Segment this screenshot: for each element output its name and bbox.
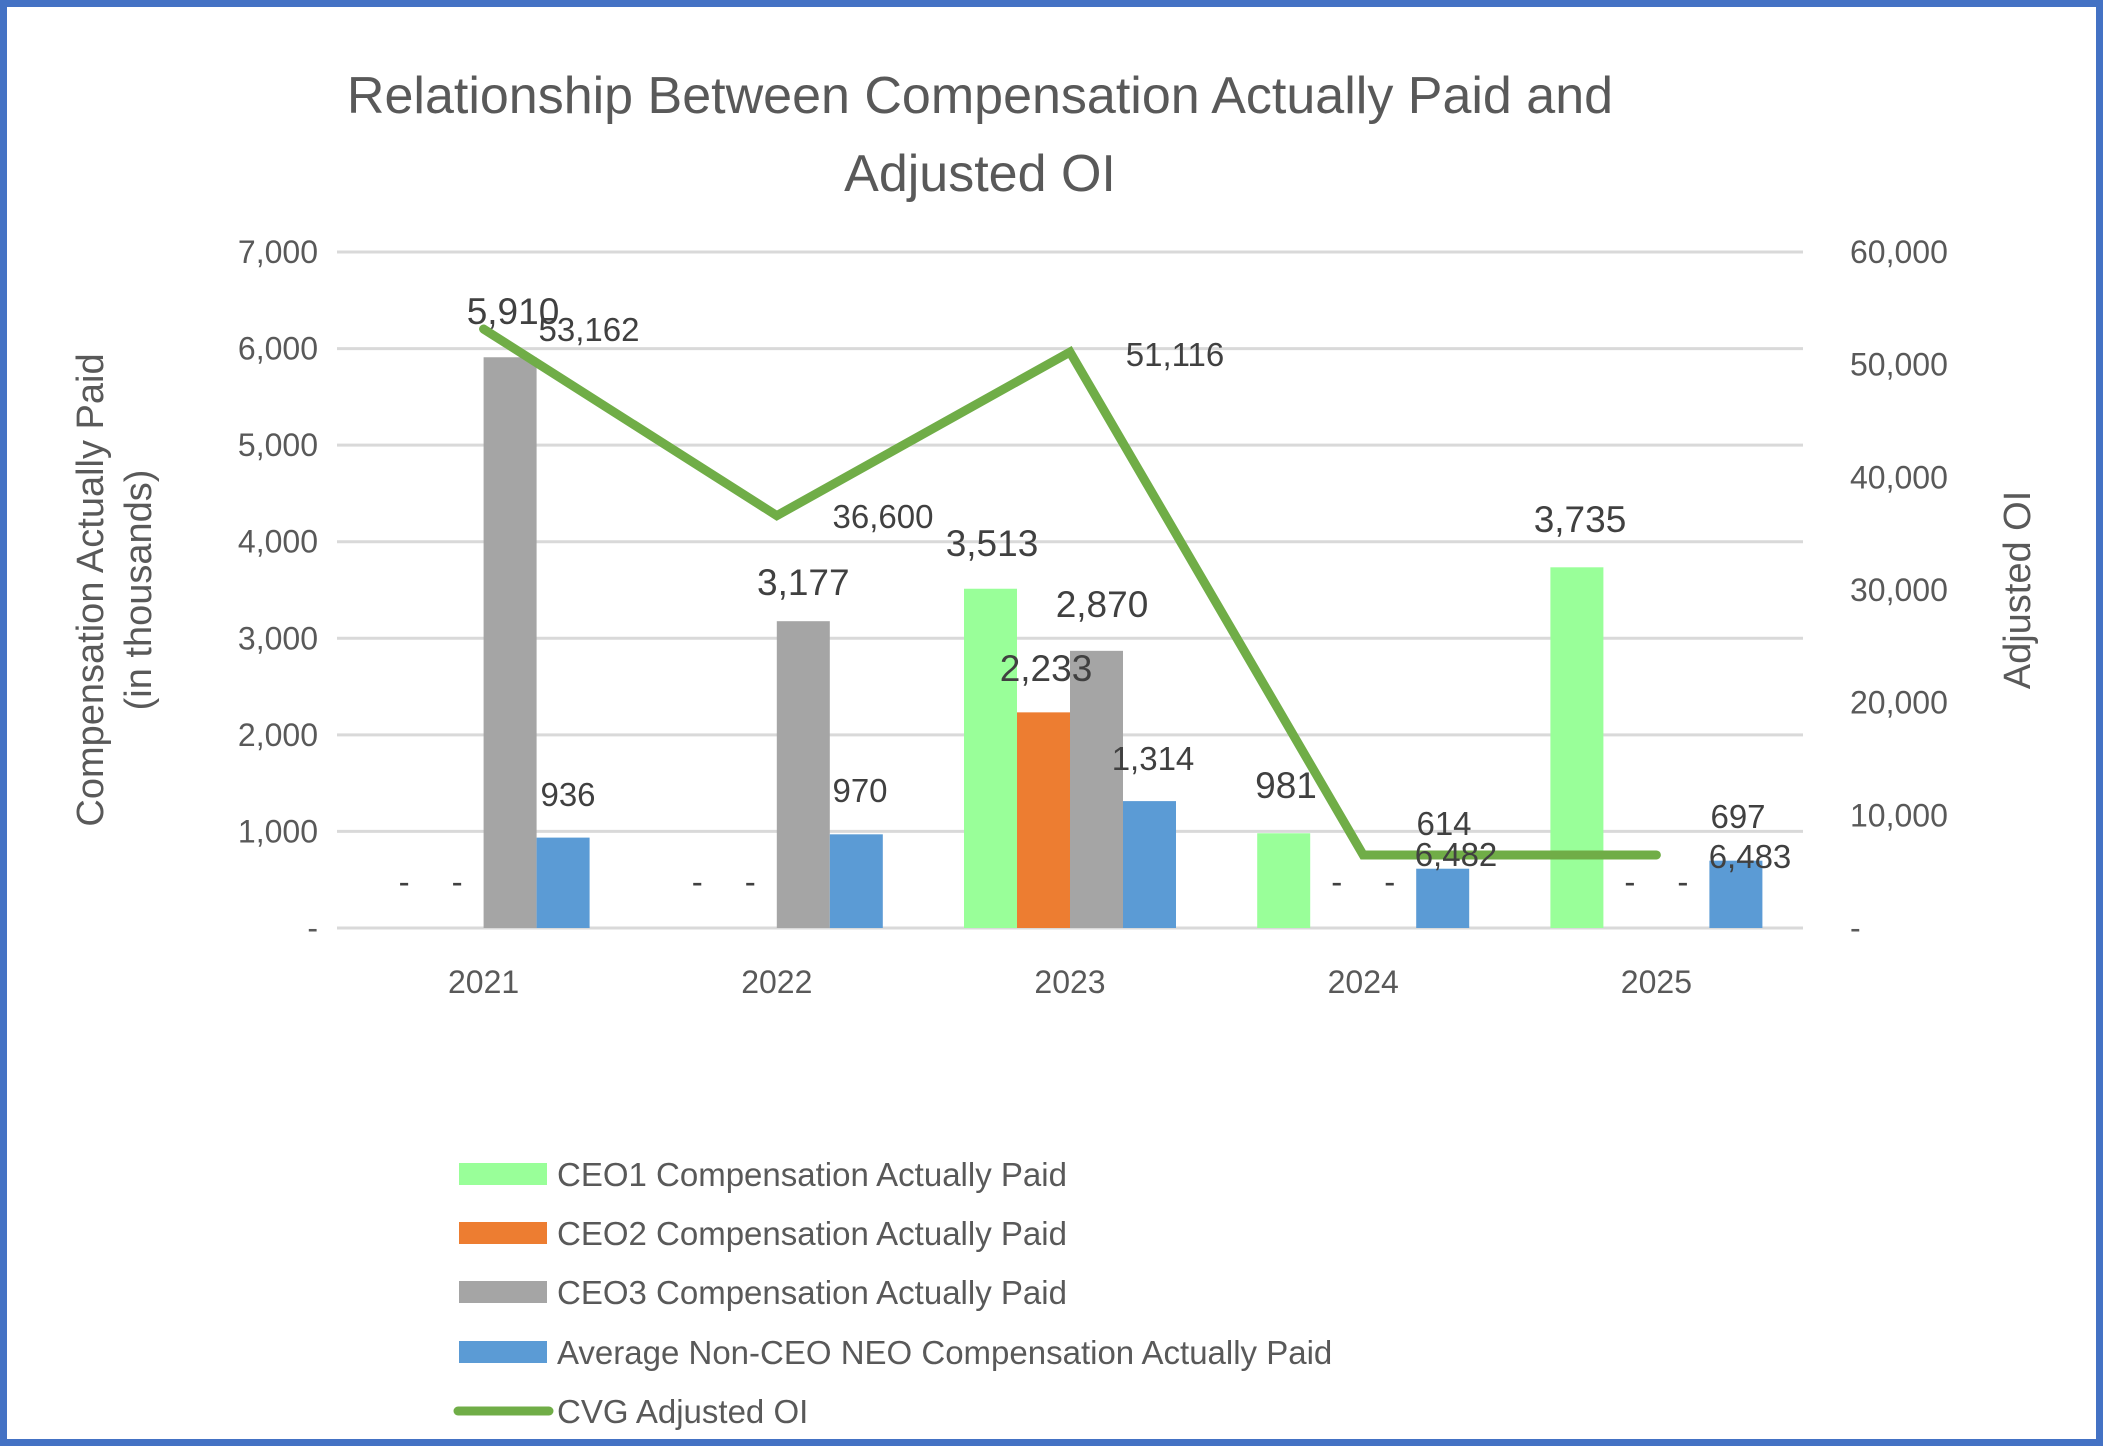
line-data-label: 36,600 — [833, 498, 934, 535]
bar-data-label: - — [1677, 863, 1688, 900]
x-axis-labels: 2021 2022 2023 2024 2025 — [448, 964, 1692, 1000]
bar-data-label: 1,314 — [1112, 740, 1195, 777]
legend-swatch — [459, 1163, 547, 1185]
right-axis-tick-label: 10,000 — [1850, 797, 1948, 833]
bar-2025-series-4 — [1709, 860, 1763, 928]
legend: CEO1 Compensation Actually Paid CEO2 Comp… — [453, 1156, 1332, 1430]
bar-data-label: - — [692, 863, 703, 900]
bar-2023-series-1 — [964, 588, 1017, 928]
right-axis-tick-label: 50,000 — [1850, 347, 1948, 383]
bar-2021-series-3 — [483, 357, 537, 929]
legend-label: CEO2 Compensation Actually Paid — [557, 1215, 1067, 1252]
left-axis-tick-label: 4,000 — [238, 524, 318, 560]
bar-data-label: 2,233 — [1000, 648, 1093, 689]
chart-title: Relationship Between Compensation Actual… — [347, 67, 1613, 203]
bar-data-label: - — [745, 863, 756, 900]
right-axis-tick-label: 60,000 — [1850, 234, 1948, 270]
bar-data-label: 970 — [832, 772, 887, 809]
left-axis-title: Compensation Actually Paid (in thousands… — [70, 353, 160, 826]
bar-2022-series-4 — [829, 834, 883, 928]
bar-data-label: 614 — [1416, 805, 1471, 842]
left-axis-title-line-2: (in thousands) — [118, 470, 160, 711]
right-axis-title: Adjusted OI — [1997, 491, 2039, 690]
left-axis-tick-label: 5,000 — [238, 427, 318, 463]
left-axis-tick-label: 2,000 — [238, 717, 318, 753]
bar-2025-series-1 — [1550, 567, 1604, 928]
bar-data-label: 697 — [1710, 798, 1765, 835]
bar-data-label: - — [1331, 863, 1342, 900]
legend-swatch — [459, 1341, 547, 1363]
bar-data-label: - — [452, 863, 463, 900]
legend-swatch — [459, 1281, 547, 1303]
legend-item[interactable]: CVG Adjusted OI — [453, 1393, 808, 1430]
legend-item[interactable]: Average Non-CEO NEO Compensation Actuall… — [459, 1334, 1332, 1371]
left-axis-tick-label: 6,000 — [238, 331, 318, 367]
left-axis-ticks: - 1,000 2,000 3,000 4,000 5,000 6,000 7,000 — [238, 234, 318, 946]
left-axis-tick-label: 3,000 — [238, 620, 318, 656]
left-axis-tick-label: 1,000 — [238, 813, 318, 849]
x-axis-label: 2024 — [1328, 964, 1399, 1000]
bar-2023-series-3 — [1070, 650, 1123, 928]
line-data-label: 6,482 — [1415, 836, 1498, 873]
bar-data-label: 936 — [540, 776, 595, 813]
bar-2024-series-4 — [1416, 868, 1470, 928]
line-data-label: 53,162 — [539, 311, 640, 348]
bar-data-label: 5,910 — [467, 291, 560, 332]
data-labels: - - 3,513 981 3,735 - - 2,233 - - 5,910 3,177 2,870 -… — [399, 291, 1792, 900]
legend-swatch — [459, 1222, 547, 1244]
left-axis-tick-label: 7,000 — [238, 234, 318, 270]
bar-2023-series-2 — [1017, 712, 1070, 928]
bar-2021-series-4 — [536, 837, 590, 928]
line-data-label: 6,483 — [1709, 838, 1792, 875]
x-axis-label: 2021 — [448, 964, 519, 1000]
chart-title-line-2: Adjusted OI — [844, 145, 1116, 203]
legend-item[interactable]: CEO2 Compensation Actually Paid — [459, 1215, 1067, 1252]
bar-data-label: 3,735 — [1534, 499, 1627, 540]
x-axis-label: 2022 — [741, 964, 812, 1000]
legend-item[interactable]: CEO1 Compensation Actually Paid — [459, 1156, 1067, 1193]
right-axis-title-text: Adjusted OI — [1997, 491, 2039, 690]
line-data-label: 51,116 — [1126, 336, 1224, 373]
bar-data-label: 981 — [1255, 765, 1317, 806]
bar-2023-series-4 — [1123, 801, 1176, 928]
chart-title-line-1: Relationship Between Compensation Actual… — [347, 67, 1613, 125]
bar-data-label: - — [1384, 863, 1395, 900]
left-axis-tick-label: - — [307, 910, 318, 946]
bar-series — [483, 357, 1763, 929]
x-axis-label: 2023 — [1034, 964, 1105, 1000]
bar-data-label: 3,177 — [757, 562, 850, 603]
bar-2024-series-1 — [1257, 833, 1311, 928]
right-axis-tick-label: 20,000 — [1850, 685, 1948, 721]
legend-label: CVG Adjusted OI — [557, 1393, 808, 1430]
legend-item[interactable]: CEO3 Compensation Actually Paid — [459, 1274, 1067, 1311]
x-axis-label: 2025 — [1621, 964, 1692, 1000]
right-axis-ticks: - 10,000 20,000 30,000 40,000 50,000 60,000 — [1850, 234, 1948, 946]
left-axis-title-line-1: Compensation Actually Paid — [70, 353, 112, 826]
line-series — [479, 324, 1661, 860]
legend-label: CEO1 Compensation Actually Paid — [557, 1156, 1067, 1193]
right-axis-tick-label: 30,000 — [1850, 572, 1948, 608]
legend-label: Average Non-CEO NEO Compensation Actuall… — [557, 1334, 1332, 1371]
bar-data-label: 2,870 — [1056, 584, 1149, 625]
right-axis-tick-label: - — [1850, 910, 1861, 946]
bar-data-label: - — [399, 863, 410, 900]
bar-2022-series-3 — [776, 621, 830, 928]
legend-label: CEO3 Compensation Actually Paid — [557, 1274, 1067, 1311]
bar-data-label: 3,513 — [946, 523, 1039, 564]
right-axis-tick-label: 40,000 — [1850, 459, 1948, 495]
bar-data-label: - — [1624, 863, 1635, 900]
